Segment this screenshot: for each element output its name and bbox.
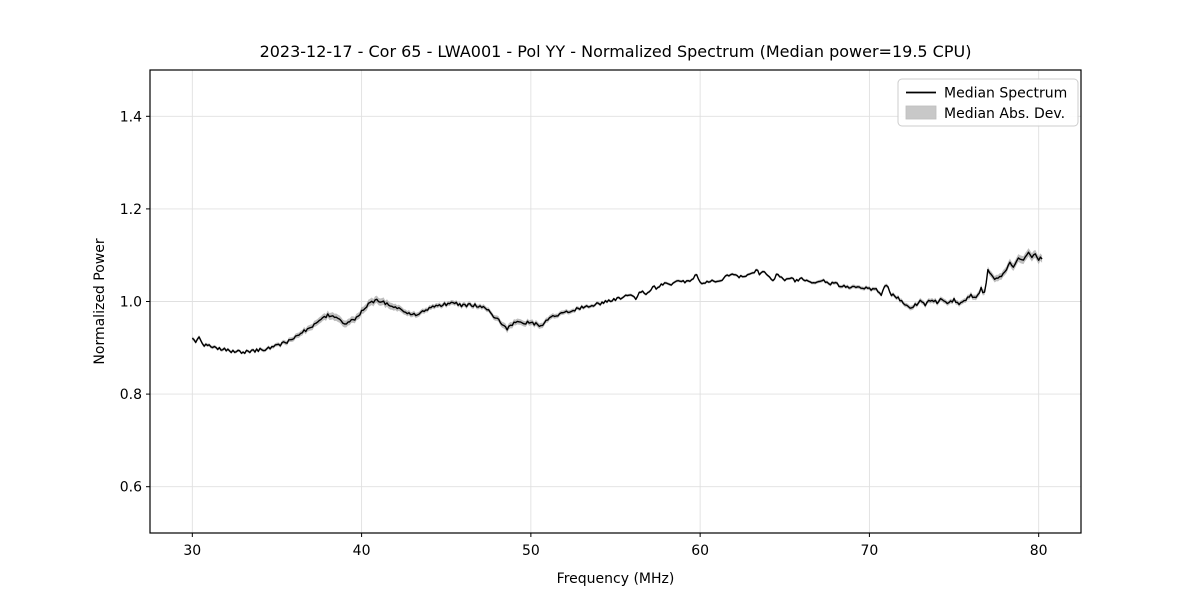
x-tick-label: 70 (860, 543, 878, 559)
median-spectrum-line (191, 251, 1043, 355)
y-tick-label: 1.2 (120, 202, 142, 218)
y-axis-label: Normalized Power (92, 238, 108, 364)
x-tick-labels: 30 40 50 60 70 80 (183, 543, 1047, 559)
legend-box (897, 78, 1079, 127)
x-axis-label: Frequency (MHz) (557, 571, 675, 587)
x-tick-label: 80 (1030, 543, 1048, 559)
y-tick-label: 1.4 (120, 109, 142, 125)
y-tick-label: 1.0 (120, 295, 142, 311)
x-tick-label: 40 (353, 543, 371, 559)
y-tick-label: 0.8 (120, 387, 142, 403)
x-tick-label: 50 (522, 543, 540, 559)
axis-ticks (146, 115, 1040, 537)
y-tick-label: 0.6 (120, 480, 142, 496)
legend: Median Spectrum Median Abs. Dev. (897, 78, 1079, 127)
chart-title: 2023-12-17 - Cor 65 - LWA001 - Pol YY - … (260, 42, 972, 61)
x-tick-label: 30 (183, 543, 201, 559)
legend-label-mad: Median Abs. Dev. (944, 106, 1065, 122)
y-tick-labels: 0.6 0.8 1.0 1.2 1.4 (120, 109, 142, 495)
x-tick-label: 60 (691, 543, 709, 559)
legend-label-median-spectrum: Median Spectrum (944, 86, 1067, 102)
legend-patch-sample (905, 105, 937, 120)
data-layer (191, 248, 1043, 355)
